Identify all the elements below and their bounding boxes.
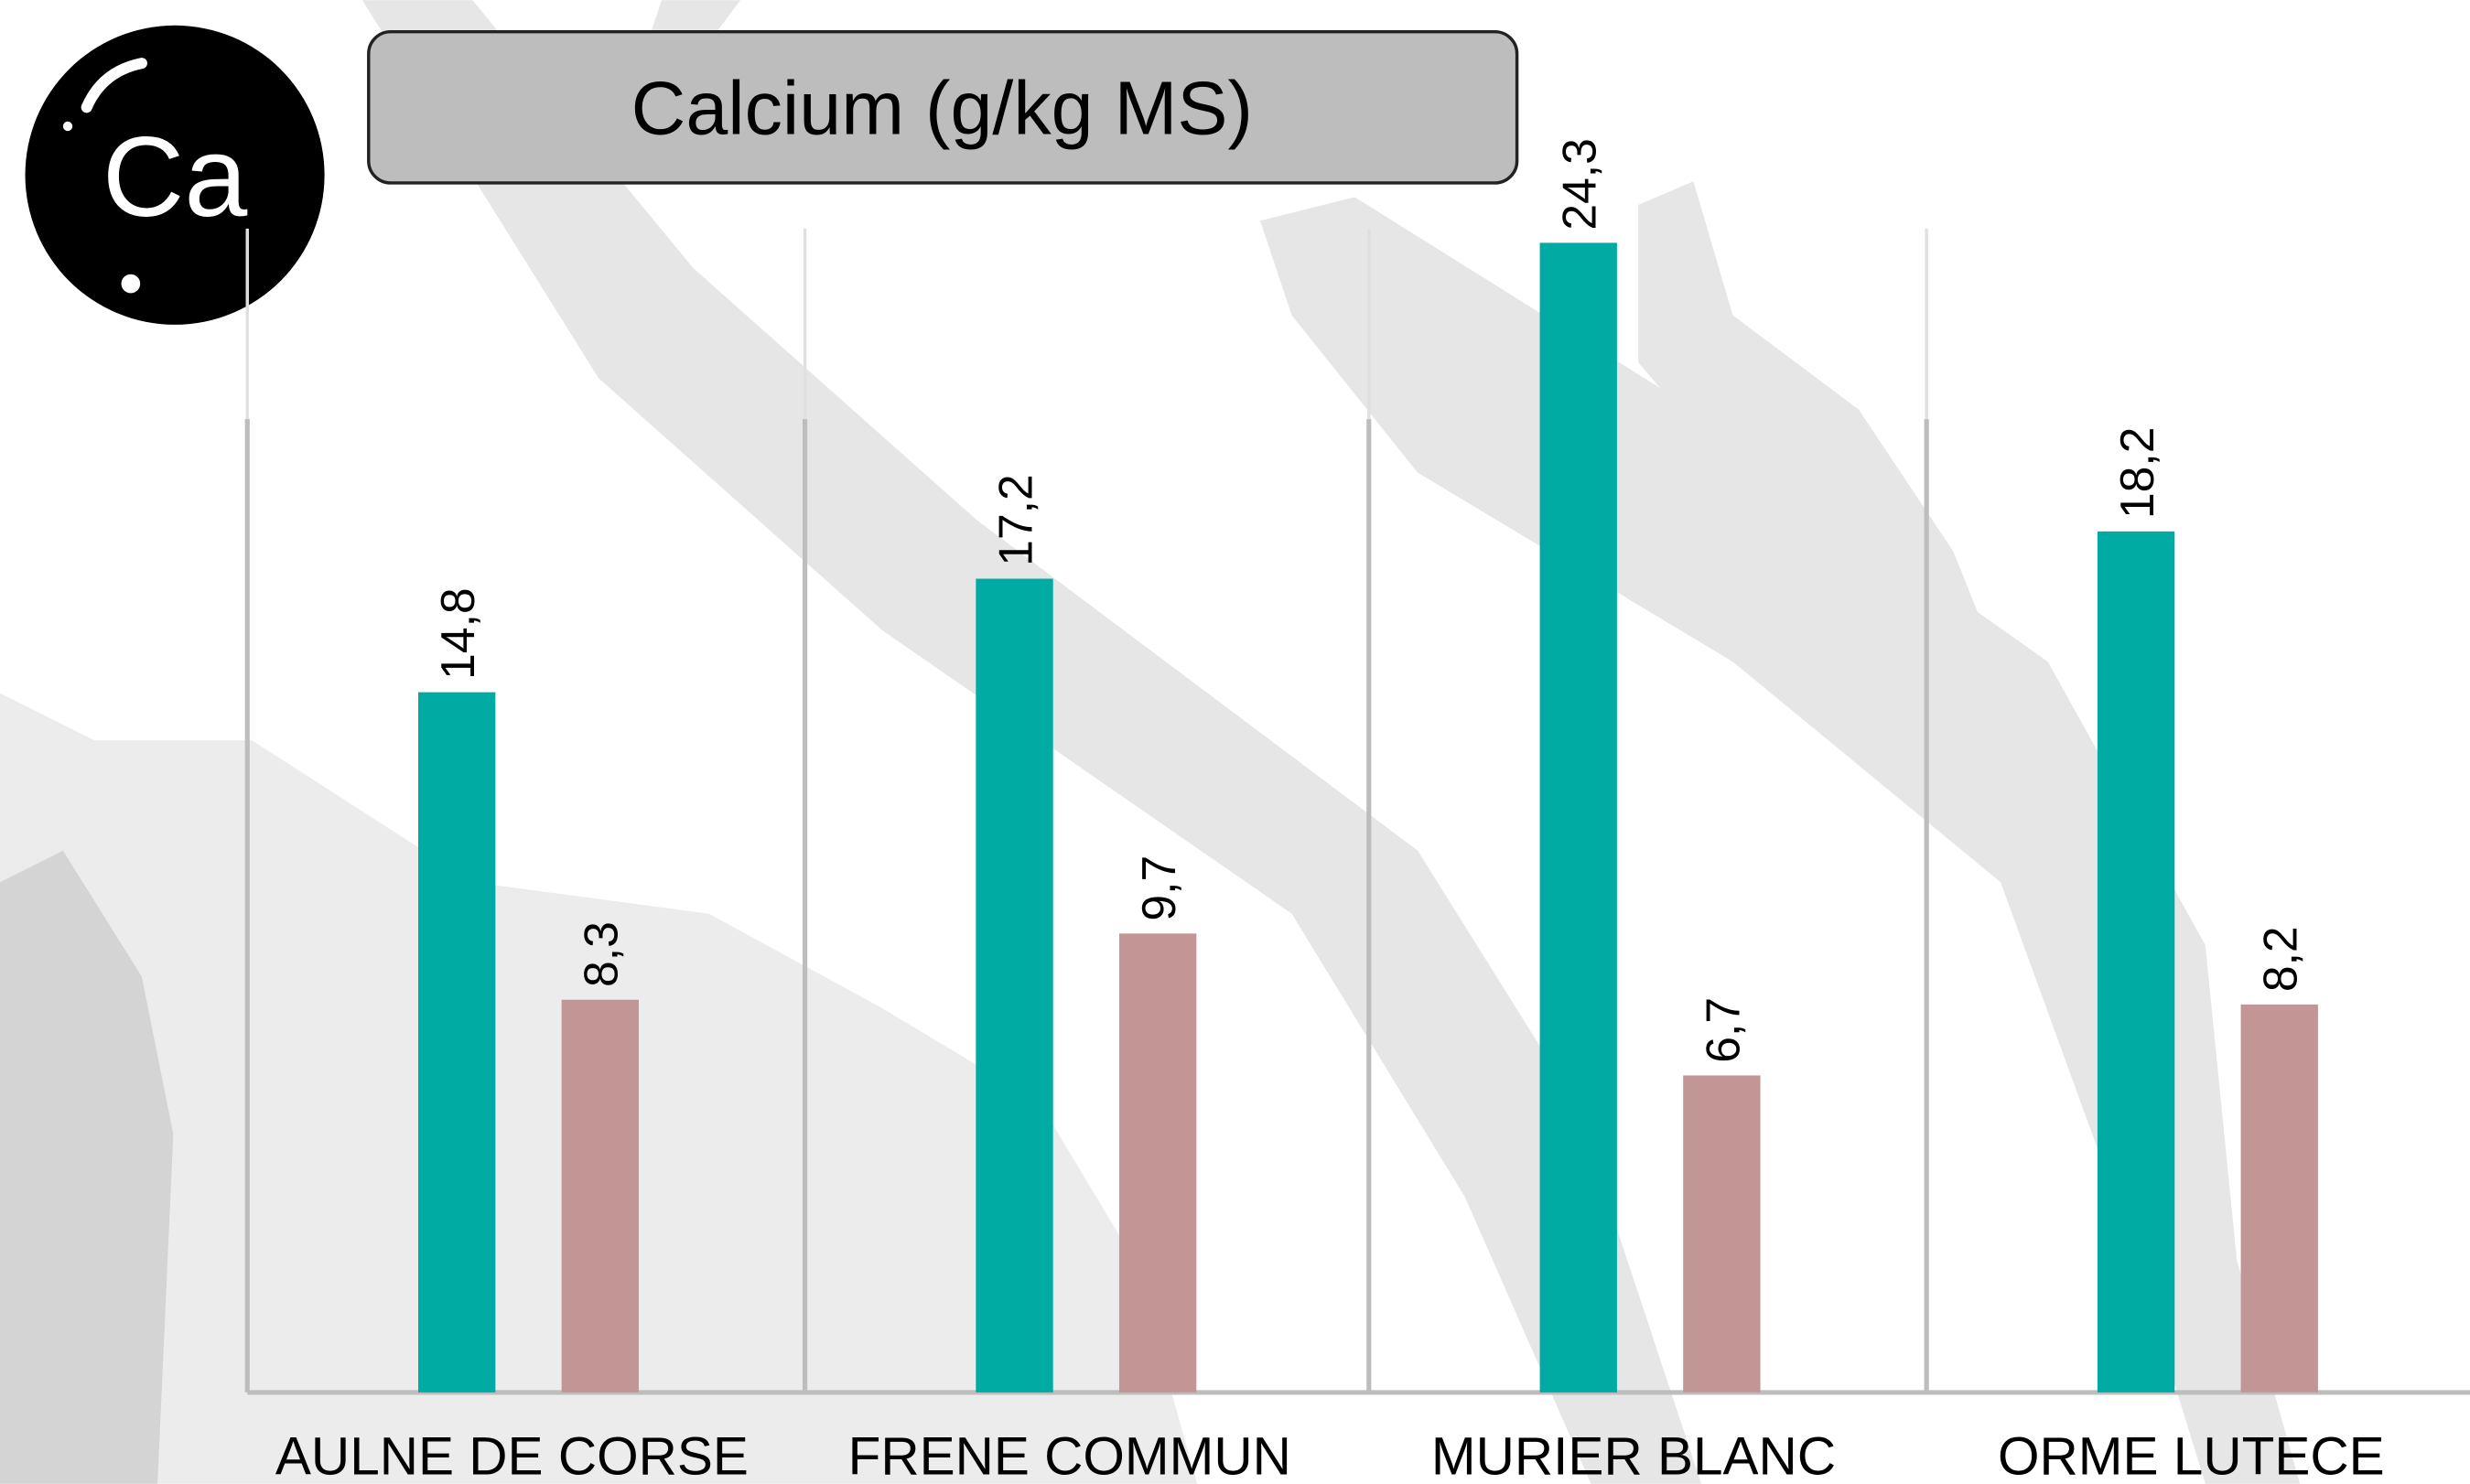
bar bbox=[418, 693, 495, 1393]
value-label: 18,2 bbox=[2110, 427, 2163, 519]
x-tick-label: ORME LUTECE bbox=[1998, 1426, 2385, 1484]
icon-dot bbox=[122, 274, 141, 294]
value-label: 9,7 bbox=[1132, 855, 1185, 921]
value-label: 6,7 bbox=[1696, 997, 1749, 1063]
chart-title: Calcium (g/kg MS) bbox=[631, 66, 1253, 151]
x-tick-label: MURIER BLANC bbox=[1431, 1426, 1836, 1484]
bar bbox=[976, 579, 1052, 1393]
bar bbox=[2098, 532, 2174, 1393]
page: {"icon": "Ca", "chart_data": {"type": "b… bbox=[0, 0, 2470, 1484]
chart: Ca Calcium (g/kg MS) AULNE DE CORSE FRENE… bbox=[0, 0, 2470, 1484]
value-label: 24,3 bbox=[1553, 138, 1606, 230]
bar bbox=[1683, 1075, 1760, 1392]
x-tick-label: AULNE DE CORSE bbox=[275, 1426, 749, 1484]
bar bbox=[2241, 1005, 2318, 1393]
x-tick-label: FRENE COMMUN bbox=[848, 1426, 1291, 1484]
icon-dot bbox=[63, 122, 72, 131]
icon-label: Ca bbox=[102, 114, 247, 241]
value-label: 8,2 bbox=[2254, 926, 2307, 992]
value-label: 8,3 bbox=[575, 921, 628, 987]
value-label: 17,2 bbox=[988, 474, 1041, 565]
element-icon: Ca bbox=[26, 26, 325, 325]
bar bbox=[1540, 242, 1617, 1393]
bar bbox=[1119, 933, 1196, 1393]
bar bbox=[562, 1000, 639, 1393]
value-label: 14,8 bbox=[431, 587, 484, 679]
